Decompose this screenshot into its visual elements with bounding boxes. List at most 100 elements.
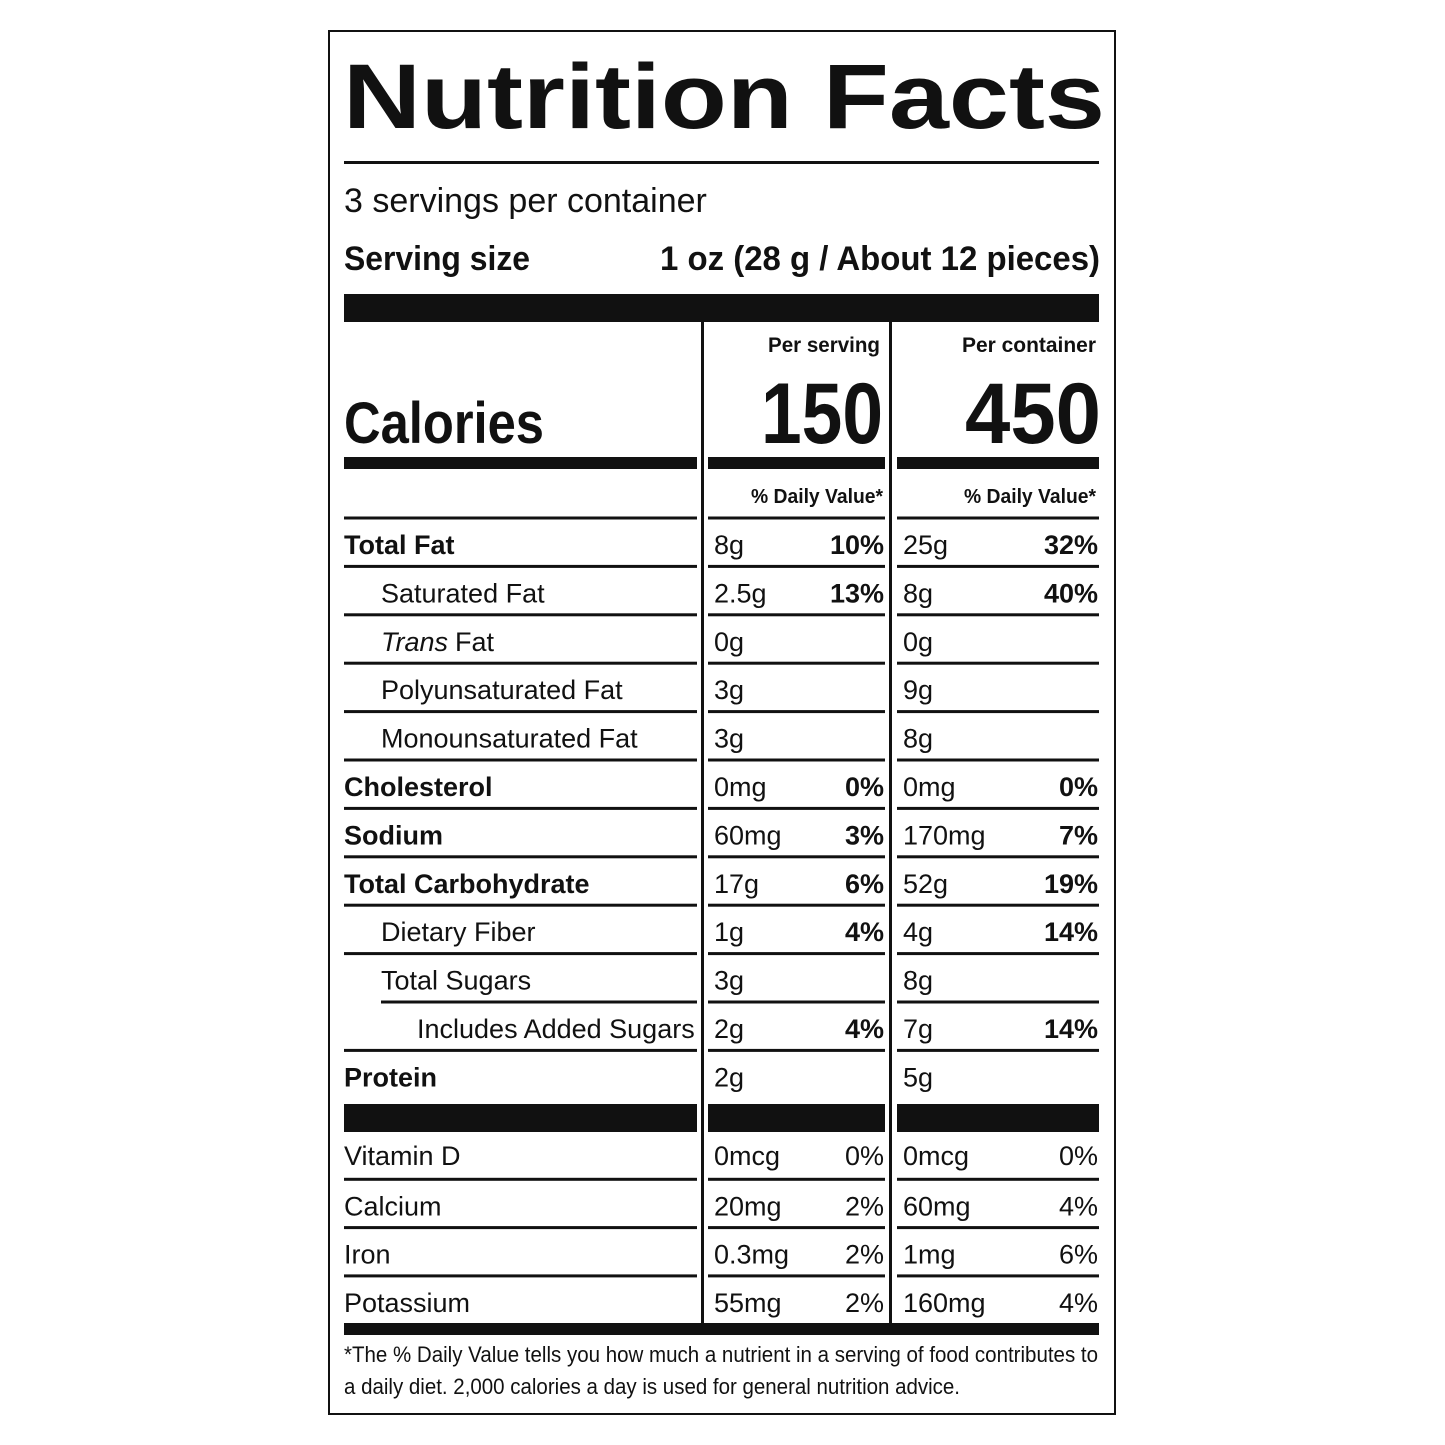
amount: 3g [714, 675, 744, 705]
nutrient-name: Vitamin D [344, 1141, 461, 1171]
amount: 8g [714, 530, 744, 560]
rule [708, 1048, 885, 1052]
amount: 0mcg [903, 1141, 969, 1171]
rule [708, 1177, 885, 1181]
amount: 2g [714, 1014, 744, 1044]
nutrient-name: Dietary Fiber [381, 917, 536, 947]
serving-size-value: 1 oz (28 g / About 12 pieces) [660, 240, 1100, 278]
title: Nutrition Facts [343, 46, 1105, 148]
nutrient-name: Cholesterol [344, 772, 493, 802]
amount: 0mg [714, 772, 767, 802]
amount: 2.5g [714, 578, 767, 608]
daily-value: 6% [1059, 1240, 1098, 1270]
calories-label: Calories [344, 391, 544, 456]
rule [344, 806, 697, 810]
nutrient-name: Protein [344, 1062, 437, 1092]
amount: 0.3mg [714, 1240, 789, 1270]
amount: 8g [903, 966, 933, 996]
footnote: *The % Daily Value tells you how much a … [344, 1342, 1098, 1367]
bar [344, 1323, 1099, 1335]
amount: 55mg [714, 1288, 782, 1318]
calories-value: 150 [761, 366, 883, 462]
nutrient-name: Polyunsaturated Fat [381, 675, 623, 705]
daily-value: 14% [1044, 917, 1098, 947]
amount: 60mg [714, 820, 782, 850]
daily-value: 7% [1059, 820, 1098, 850]
rule [897, 613, 1099, 617]
rule [344, 1274, 697, 1278]
amount: 1mg [903, 1240, 956, 1270]
rule [381, 1000, 697, 1004]
rule [708, 855, 885, 859]
rule [708, 613, 885, 617]
rule [897, 710, 1099, 714]
amount: 2g [714, 1062, 744, 1092]
nutrient-name: Potassium [344, 1288, 470, 1318]
rule [708, 661, 885, 665]
amount: 25g [903, 530, 948, 560]
rule [897, 661, 1099, 665]
bar [344, 1104, 697, 1132]
daily-value: 10% [830, 530, 884, 560]
amount: 1g [714, 917, 744, 947]
rule [344, 1226, 697, 1230]
daily-value: 0% [845, 1141, 884, 1171]
servings: 3 servings per container [344, 182, 707, 220]
amount: 17g [714, 869, 759, 899]
rule [344, 613, 697, 617]
amount: 5g [903, 1062, 933, 1092]
nutrient-name: Sodium [344, 820, 443, 850]
daily-value: 19% [1044, 869, 1098, 899]
amount: 0g [903, 627, 933, 657]
daily-value: 14% [1044, 1014, 1098, 1044]
amount: 0mcg [714, 1141, 780, 1171]
daily-value: 13% [830, 578, 884, 608]
footnote: a daily diet. 2,000 calories a day is us… [344, 1374, 960, 1399]
daily-value: 0% [1059, 1141, 1098, 1171]
amount: 0g [714, 627, 744, 657]
rule [708, 758, 885, 762]
daily-value: 32% [1044, 530, 1098, 560]
daily-value: 6% [845, 869, 884, 899]
rule [897, 1226, 1099, 1230]
nutrient-name: Total Sugars [381, 966, 531, 996]
rule [897, 952, 1099, 956]
bar [344, 457, 697, 469]
thick-bar [344, 294, 1099, 322]
daily-value: 4% [1059, 1191, 1098, 1221]
rule [344, 161, 1099, 164]
rule [708, 952, 885, 956]
column-divider [701, 322, 704, 1324]
nutrient-name: Total Fat [344, 530, 455, 560]
nutrient-name: Trans [381, 627, 448, 657]
rule [897, 855, 1099, 859]
rule [708, 1000, 885, 1004]
column-divider [889, 322, 892, 1324]
amount: 0mg [903, 772, 956, 802]
bar [708, 1104, 885, 1132]
rule [897, 806, 1099, 810]
amount: 7g [903, 1014, 933, 1044]
amount: 3g [714, 724, 744, 754]
amount: 170mg [903, 820, 986, 850]
bar [897, 457, 1099, 469]
rule [708, 1226, 885, 1230]
daily-value: 4% [845, 1014, 884, 1044]
daily-value: 4% [1059, 1288, 1098, 1318]
nutrient-name: Monounsaturated Fat [381, 724, 638, 754]
daily-value-header: % Daily Value* [751, 486, 883, 508]
amount: 160mg [903, 1288, 986, 1318]
daily-value: 0% [845, 772, 884, 802]
rule [897, 1274, 1099, 1278]
rule [897, 903, 1099, 907]
rule [344, 855, 697, 859]
amount: 20mg [714, 1191, 782, 1221]
rule [344, 564, 697, 568]
nutrient-name: Fat [455, 627, 495, 657]
column-header: Per container [962, 334, 1096, 357]
nutrient-name: Iron [344, 1240, 391, 1270]
amount: 4g [903, 917, 933, 947]
daily-value-header: % Daily Value* [964, 486, 1096, 508]
rule [897, 758, 1099, 762]
